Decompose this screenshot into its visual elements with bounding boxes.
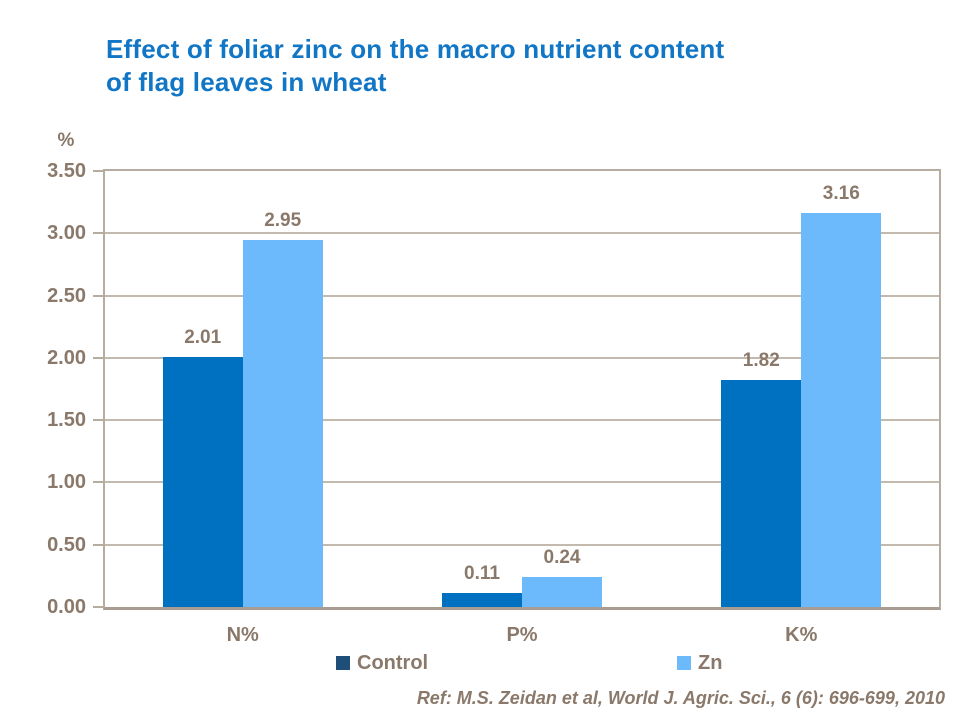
legend-label-control: Control — [357, 651, 429, 674]
y-axis-tick-mark — [93, 481, 103, 484]
y-axis-tick-mark — [93, 232, 103, 235]
y-axis-tick-label: 2.00 — [47, 346, 86, 369]
legend-swatch-zn — [677, 656, 691, 670]
y-axis-tick-label: 2.50 — [47, 284, 86, 307]
reference-text: Ref: M.S. Zeidan et al, World J. Agric. … — [416, 688, 945, 708]
y-axis-tick-mark — [93, 294, 103, 297]
y-axis-unit-label: % — [57, 130, 75, 151]
y-axis-tick-mark — [93, 606, 103, 608]
y-axis-tick-mark — [93, 356, 103, 359]
legend-swatch-control — [336, 656, 350, 670]
y-axis-tick-label: 3.00 — [47, 222, 86, 245]
legend-item-zn: Zn — [677, 651, 722, 675]
y-axis-tick-label: 0.00 — [47, 596, 86, 618]
title-line-2: of flag leaves in wheat — [106, 67, 387, 97]
page-title: Effect of foliar zinc on the macro nutri… — [106, 33, 724, 99]
y-axis-tick-mark — [93, 419, 103, 422]
y-axis-tick-label: 3.50 — [47, 160, 86, 182]
plot-area — [103, 169, 941, 610]
y-axis-tick-mark — [93, 543, 103, 546]
y-axis-tick-label: 1.00 — [47, 471, 86, 494]
x-axis-category-label: P% — [506, 624, 538, 646]
legend-item-control: Control — [336, 651, 428, 675]
legend-label-zn: Zn — [698, 651, 723, 674]
x-axis-category-label: K% — [785, 624, 818, 646]
y-axis-tick-label: 0.50 — [47, 533, 86, 556]
y-axis-tick-mark — [93, 170, 103, 172]
x-axis-category-label: N% — [226, 624, 259, 646]
title-line-1: Effect of foliar zinc on the macro nutri… — [106, 34, 725, 64]
y-axis-tick-label: 1.50 — [47, 409, 86, 432]
